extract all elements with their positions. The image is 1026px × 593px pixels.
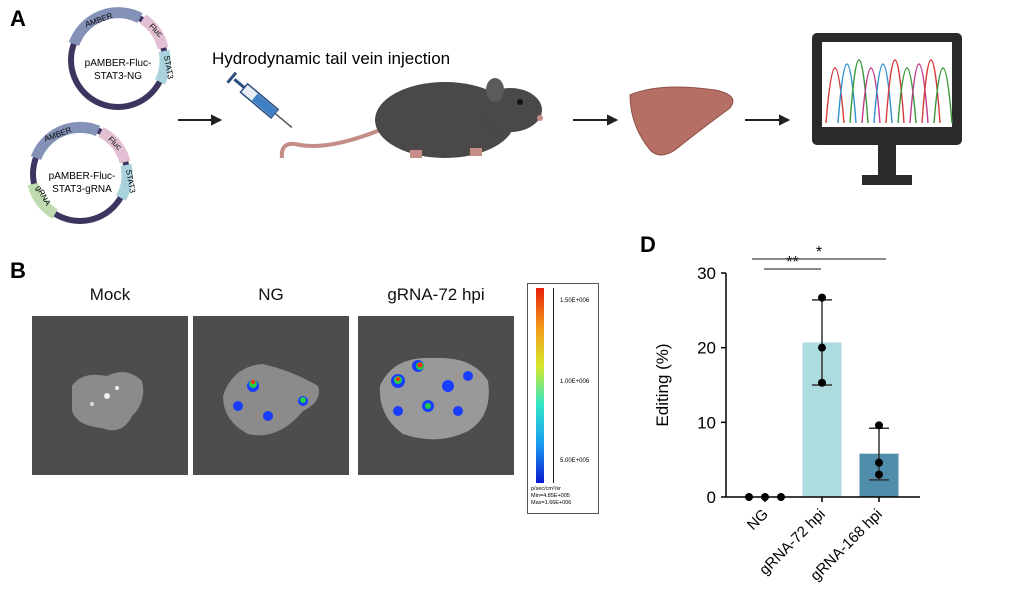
- chromatogram-peak: [837, 63, 857, 124]
- data-point: [761, 493, 769, 501]
- colorbar-legend: 1.50E+006 1.00E+006 5.00E+005 p/sec/cm²/…: [527, 283, 599, 514]
- x-tick-label: NG: [744, 506, 772, 534]
- panel-label-a: A: [10, 6, 26, 31]
- bioluminescence-image-grna72: [358, 316, 514, 475]
- y-tick-label: 0: [707, 488, 716, 507]
- colorbar-tick: 1.50E+006: [560, 298, 590, 304]
- colorbar-min: Min=4.85E+005: [531, 493, 570, 499]
- segment-stat3: STAT3: [124, 169, 137, 194]
- chromatogram-peak: [921, 59, 941, 124]
- chromatogram-peak: [933, 67, 953, 124]
- data-point: [818, 343, 826, 352]
- y-tick-label: 10: [697, 413, 716, 432]
- y-axis-label: Editing (%): [653, 343, 672, 426]
- colorbar-tick: 5.00E+005: [560, 458, 590, 464]
- image-title-mock: Mock: [89, 285, 131, 304]
- panel-label-b: B: [10, 258, 26, 283]
- workflow-schematic: AMBER Fluc STAT3 pAMBER-Fluc- STAT3-NG A…: [27, 7, 962, 224]
- chromatogram-peak: [873, 63, 893, 124]
- plasmid-ng: AMBER Fluc STAT3 pAMBER-Fluc- STAT3-NG: [68, 7, 175, 110]
- plasmid-name: pAMBER-Fluc-: [49, 171, 116, 182]
- plasmid-name: STAT3-gRNA: [52, 184, 112, 195]
- syringe-icon: [226, 71, 293, 129]
- chromatogram-peak: [909, 63, 929, 124]
- image-title-ng: NG: [258, 285, 284, 304]
- monitor-chromatogram-icon: [812, 33, 962, 185]
- data-point: [818, 378, 826, 387]
- bioluminescence-image-mock: [32, 316, 188, 475]
- colorbar-max: Max=1.66E+006: [531, 500, 572, 506]
- plasmid-name: pAMBER-Fluc-: [85, 58, 152, 69]
- colorbar-tick: 1.00E+006: [560, 379, 590, 385]
- chromatogram-peak: [861, 67, 881, 124]
- data-point: [745, 493, 753, 501]
- mouse-icon: [279, 78, 543, 159]
- y-tick-label: 30: [697, 264, 716, 283]
- significance-label: *: [816, 244, 822, 261]
- arrows: [178, 114, 791, 126]
- image-title-grna72: gRNA-72 hpi: [387, 285, 485, 304]
- data-point: [777, 493, 785, 501]
- significance-label: **: [786, 254, 798, 271]
- data-point: [875, 421, 883, 430]
- colorbar-gradient: [536, 288, 544, 483]
- chromatogram-peak: [849, 59, 869, 124]
- y-tick-label: 20: [697, 339, 716, 358]
- chromatogram-peak: [825, 67, 845, 124]
- injection-label: Hydrodynamic tail vein injection: [212, 49, 450, 68]
- liver-icon: [629, 86, 734, 156]
- chromatogram-peak: [897, 67, 917, 124]
- panel-label-d: D: [640, 232, 656, 257]
- plasmid-name: STAT3-NG: [94, 71, 142, 82]
- colorbar-unit: p/sec/cm²/sr: [531, 486, 561, 492]
- data-point: [875, 470, 883, 479]
- data-point: [818, 293, 826, 302]
- data-point: [875, 458, 883, 467]
- chromatogram-peak: [885, 59, 905, 124]
- segment-stat3: STAT3: [162, 55, 175, 80]
- bioluminescence-image-ng: [193, 316, 349, 475]
